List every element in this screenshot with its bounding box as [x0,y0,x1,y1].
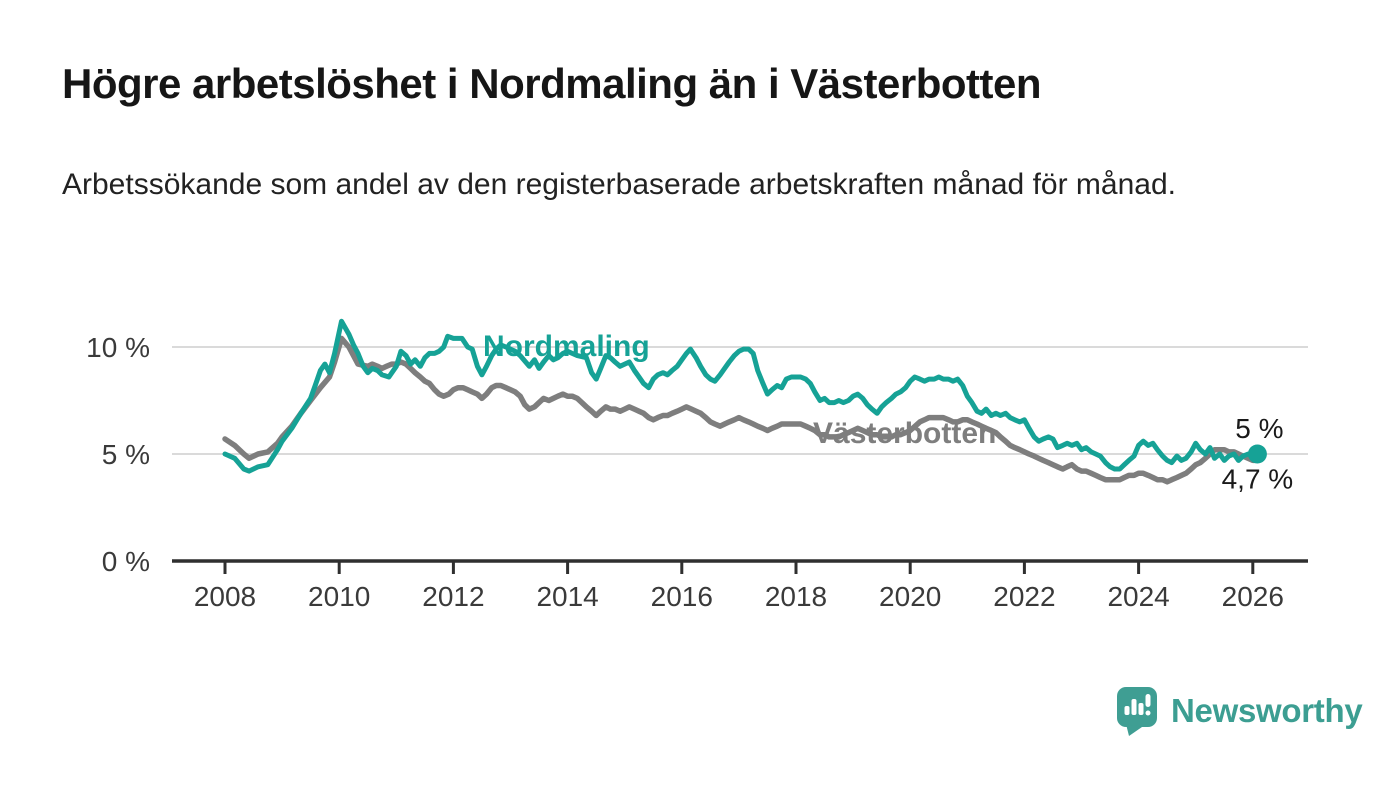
newsworthy-bubble-chart-icon [1117,687,1157,736]
y-axis-tick-label: 5 % [102,439,150,470]
newsworthy-wordmark: Newsworthy [1171,692,1363,729]
y-axis-tick-label: 0 % [102,546,150,577]
x-axis-tick-label: 2020 [879,581,941,612]
nordmaling-line [222,318,1260,474]
vasterbotten-line [222,335,1261,485]
x-axis-tick-label: 2014 [536,581,598,612]
x-axis-tick-label: 2024 [1107,581,1169,612]
nordmaling-series-label: Nordmaling [483,330,650,363]
y-axis-tick-label: 10 % [86,332,150,363]
y-axis-gridlines: 0 % 5 % 10 % [86,332,1308,577]
newsworthy-logo: Newsworthy [1116,686,1363,736]
nordmaling-end-dot [1247,444,1267,464]
nordmaling-end-value-label: 5 % [1235,413,1283,444]
x-axis-tick-label: 2012 [422,581,484,612]
x-axis-tick-label: 2026 [1222,581,1284,612]
page-subtitle: Arbetssökande som andel av den registerb… [62,168,1176,201]
x-axis-tick-label: 2008 [194,581,256,612]
x-axis-tick-label: 2016 [651,581,713,612]
x-axis-tick-label: 2018 [765,581,827,612]
vasterbotten-series-label: Västerbotten [813,417,996,450]
vasterbotten-end-value-label: 4,7 % [1222,463,1294,494]
page-title: Högre arbetslöshet i Nordmaling än i Väs… [62,60,1042,107]
x-axis-ticks: 2008 2010 2012 2014 2016 2018 2020 2022 2024 2026 [194,561,1284,612]
x-axis-tick-label: 2010 [308,581,370,612]
x-axis-tick-label: 2022 [993,581,1055,612]
